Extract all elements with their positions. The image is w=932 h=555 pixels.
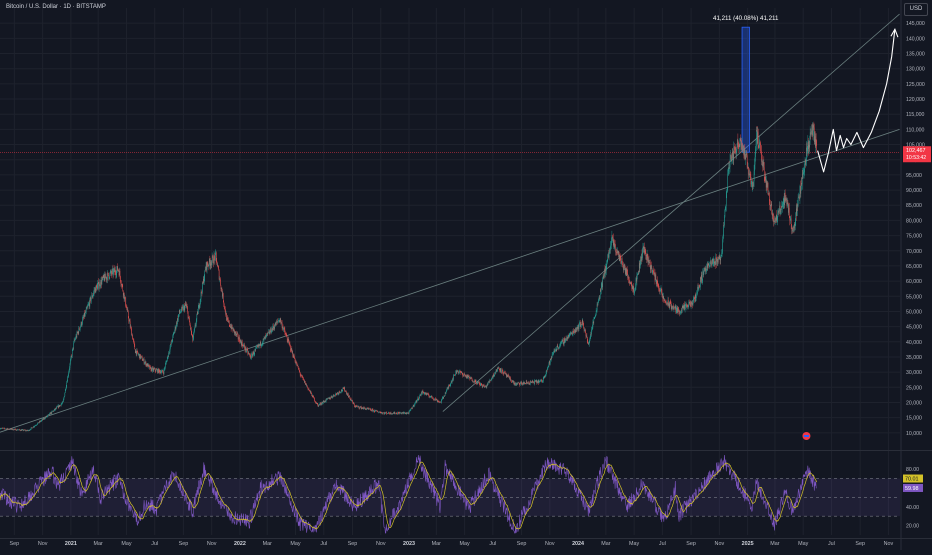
y-tick-label: 125,000 — [906, 82, 925, 88]
y-tick-label: 115,000 — [906, 112, 924, 118]
x-tick-label: Jul — [320, 541, 327, 547]
y-tick-label: 40,000 — [906, 340, 922, 346]
y-tick-label: 60,000 — [906, 279, 922, 285]
y-tick-label: 65,000 — [906, 264, 922, 270]
y-tick-label: 90,000 — [906, 188, 922, 194]
x-tick-label: Nov — [884, 541, 894, 547]
x-tick-label: Sep — [855, 541, 865, 547]
measure-box[interactable] — [742, 27, 749, 152]
x-tick-label: Jul — [828, 541, 835, 547]
x-tick-label: Mar — [432, 541, 441, 547]
y-tick-label: 50,000 — [906, 309, 922, 315]
y-tick-label: 120,000 — [906, 97, 925, 103]
y-tick-label: 25,000 — [906, 385, 922, 391]
x-tick-label: May — [290, 541, 300, 547]
x-tick-label: Nov — [38, 541, 48, 547]
measure-label: 41,211 (40.08%) 41,211 — [713, 15, 779, 22]
x-tick-label: Jul — [489, 541, 496, 547]
x-tick-label: Nov — [207, 541, 217, 547]
x-tick-label: May — [459, 541, 469, 547]
y-tick-label: 135,000 — [906, 52, 925, 58]
y-tick-label: 55,000 — [906, 294, 922, 300]
x-tick-label: Sep — [10, 541, 20, 547]
x-tick-label: Mar — [263, 541, 272, 547]
x-tick-label: May — [798, 541, 808, 547]
rsi-ma-value: 70.01 — [905, 477, 919, 483]
y-tick-label: 140,000 — [906, 36, 925, 42]
y-tick-label: 15,000 — [906, 416, 922, 422]
x-tick-label: Sep — [686, 541, 696, 547]
x-tick-label: Nov — [545, 541, 555, 547]
x-tick-label: 2025 — [742, 541, 754, 547]
y-tick-label: 95,000 — [906, 173, 922, 179]
y-tick-label: 10,000 — [906, 431, 922, 437]
y-tick-label: 85,000 — [906, 203, 922, 209]
x-tick-label: 2023 — [403, 541, 415, 547]
y-tick-label: 20,000 — [906, 400, 922, 406]
rsi-pane — [0, 455, 900, 533]
y-tick-label: 75,000 — [906, 234, 922, 240]
x-tick-label: Sep — [348, 541, 358, 547]
y-tick-label: 130,000 — [906, 67, 925, 73]
x-tick-label: May — [121, 541, 131, 547]
x-tick-label: 2021 — [65, 541, 77, 547]
x-tick-label: Nov — [715, 541, 725, 547]
x-tick-label: May — [629, 541, 639, 547]
currency-button[interactable]: USD — [904, 3, 928, 16]
x-tick-label: Mar — [601, 541, 610, 547]
x-tick-label: 2024 — [572, 541, 584, 547]
countdown-label: 10:53:42 — [906, 155, 926, 161]
y-tick-label: 35,000 — [906, 355, 922, 361]
candles — [0, 122, 817, 432]
rsi-tick-label: 80.00 — [906, 467, 919, 473]
x-tick-label: 2022 — [234, 541, 246, 547]
x-tick-label: Nov — [376, 541, 386, 547]
grid-layer — [0, 8, 900, 535]
rsi-tick-label: 40.00 — [906, 505, 919, 511]
x-tick-label: Mar — [770, 541, 779, 547]
x-tick-label: Jul — [151, 541, 158, 547]
chart-title: Bitcoin / U.S. Dollar · 1D · BITSTAMP — [6, 4, 106, 10]
x-tick-label: Sep — [517, 541, 527, 547]
x-tick-label: Sep — [179, 541, 189, 547]
trend-lines[interactable] — [0, 14, 900, 432]
current-price-label: 102,467 — [906, 148, 926, 154]
x-tick-label: Mar — [94, 541, 103, 547]
y-tick-label: 70,000 — [906, 249, 922, 255]
event-flag-inner — [804, 435, 809, 437]
y-tick-label: 30,000 — [906, 370, 922, 376]
y-tick-label: 45,000 — [906, 325, 922, 331]
projection-path[interactable] — [818, 29, 895, 172]
projection-arrow[interactable] — [802, 29, 897, 440]
rsi-tick-label: 20.00 — [906, 524, 919, 530]
y-tick-label: 80,000 — [906, 218, 922, 224]
y-tick-label: 110,000 — [906, 127, 924, 133]
rsi-value: 59.98 — [905, 486, 919, 492]
y-tick-label: 145,000 — [906, 21, 925, 27]
x-tick-label: Jul — [659, 541, 666, 547]
